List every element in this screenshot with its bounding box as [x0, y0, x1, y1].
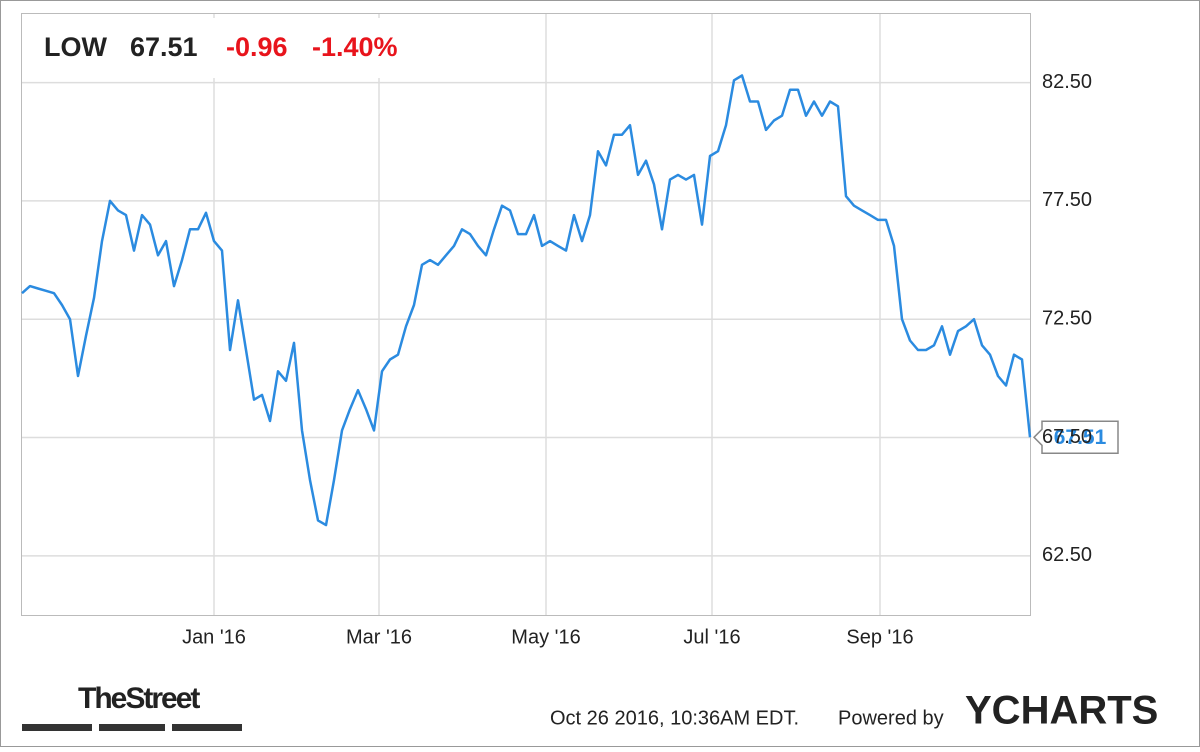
- price-line: [21, 74, 1032, 527]
- publisher-logo: TheStreet: [78, 682, 200, 715]
- grid: [22, 14, 1030, 615]
- change: -0.96: [226, 32, 288, 62]
- x-tick-label: Sep '16: [846, 626, 913, 648]
- x-tick-label: Jan '16: [182, 626, 246, 648]
- x-tick-label: Mar '16: [346, 626, 412, 648]
- plot-area: [21, 13, 1031, 616]
- logo-bar: [22, 724, 92, 731]
- last-price-label: 67.51: [1054, 426, 1107, 449]
- price-box-outline: [1032, 420, 1119, 455]
- price: 67.51: [130, 32, 198, 62]
- x-tick-label: May '16: [511, 626, 580, 648]
- powered-by: Powered by: [838, 707, 944, 729]
- x-tick-label: Jul '16: [683, 626, 740, 648]
- y-tick-label: 77.50: [1042, 189, 1092, 211]
- last-price-box: 67.51: [1032, 420, 1119, 455]
- timestamp: Oct 26 2016, 10:36AM EDT.: [550, 707, 799, 729]
- y-tick-label: 67.50: [1042, 426, 1092, 448]
- y-tick-label: 62.50: [1042, 544, 1092, 566]
- change-pct: -1.40%: [312, 32, 398, 62]
- series: [21, 74, 1032, 527]
- logo-bar: [99, 724, 165, 731]
- ticker: LOW: [44, 32, 107, 62]
- logo-bar: [172, 724, 242, 731]
- header-box: [26, 18, 426, 78]
- y-tick-label: 82.50: [1042, 71, 1092, 93]
- y-tick-label: 72.50: [1042, 308, 1092, 330]
- brand-logo: YCHARTS: [965, 689, 1158, 733]
